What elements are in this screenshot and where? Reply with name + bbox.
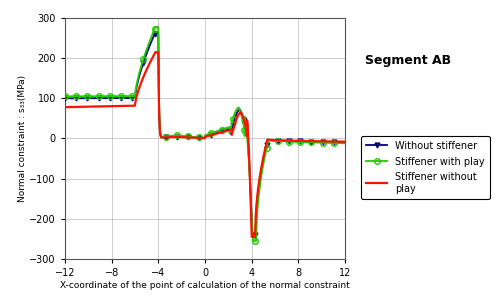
Stiffener with play bbox=[110, 94, 116, 98]
Stiffener without
play bbox=[342, 140, 348, 144]
Stiffener with play bbox=[342, 141, 348, 145]
X-axis label: X-coordinate of the point of calculation of the normal constraint: X-coordinate of the point of calculation… bbox=[60, 281, 350, 290]
Stiffener without
play bbox=[248, 235, 254, 239]
Without stiffener bbox=[306, 140, 312, 144]
Line: Stiffener without
play: Stiffener without play bbox=[65, 52, 345, 237]
Stiffener with play bbox=[306, 141, 312, 144]
Without stiffener bbox=[94, 96, 100, 100]
Without stiffener bbox=[110, 96, 116, 100]
Without stiffener bbox=[342, 141, 348, 144]
Stiffener without
play bbox=[336, 140, 342, 143]
Stiffener with play bbox=[170, 134, 175, 138]
Without stiffener bbox=[152, 30, 158, 34]
Stiffener with play bbox=[182, 134, 188, 138]
Stiffener without
play bbox=[62, 105, 68, 109]
Without stiffener bbox=[182, 135, 188, 139]
Line: Without stiffener: Without stiffener bbox=[62, 30, 348, 237]
Stiffener with play bbox=[152, 25, 158, 29]
Stiffener with play bbox=[250, 239, 256, 243]
Legend: Without stiffener, Stiffener with play, Stiffener without
play: Without stiffener, Stiffener with play, … bbox=[361, 136, 490, 199]
Stiffener without
play bbox=[182, 135, 188, 139]
Stiffener with play bbox=[94, 95, 100, 98]
Without stiffener bbox=[250, 233, 256, 237]
Stiffener with play bbox=[62, 95, 68, 98]
Line: Stiffener with play: Stiffener with play bbox=[62, 24, 348, 244]
Without stiffener bbox=[170, 135, 175, 138]
Stiffener without
play bbox=[94, 105, 100, 108]
Stiffener without
play bbox=[306, 139, 312, 143]
Text: Segment AB: Segment AB bbox=[365, 54, 451, 67]
Without stiffener bbox=[62, 97, 68, 100]
Stiffener without
play bbox=[152, 50, 158, 54]
Stiffener without
play bbox=[110, 104, 116, 108]
Stiffener without
play bbox=[170, 135, 175, 139]
Without stiffener bbox=[336, 141, 342, 144]
Stiffener with play bbox=[336, 141, 342, 145]
Y-axis label: Normal constraint : s₃₃(MPa): Normal constraint : s₃₃(MPa) bbox=[18, 75, 26, 202]
